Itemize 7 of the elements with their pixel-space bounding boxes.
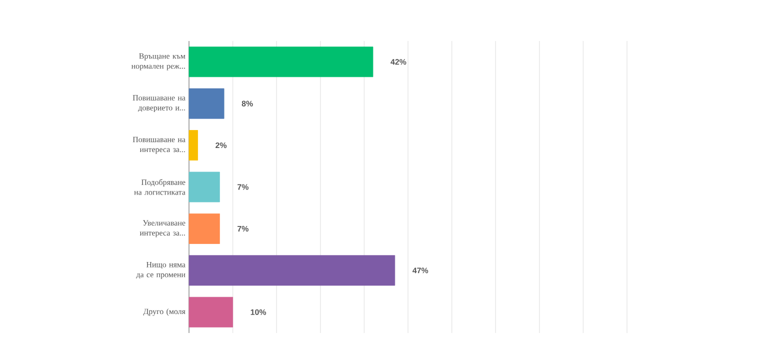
bar [188,130,198,161]
bar [188,46,374,78]
bar [188,214,220,244]
bar [188,296,234,328]
bar [188,255,396,286]
bar [188,88,224,119]
bar [188,172,220,202]
